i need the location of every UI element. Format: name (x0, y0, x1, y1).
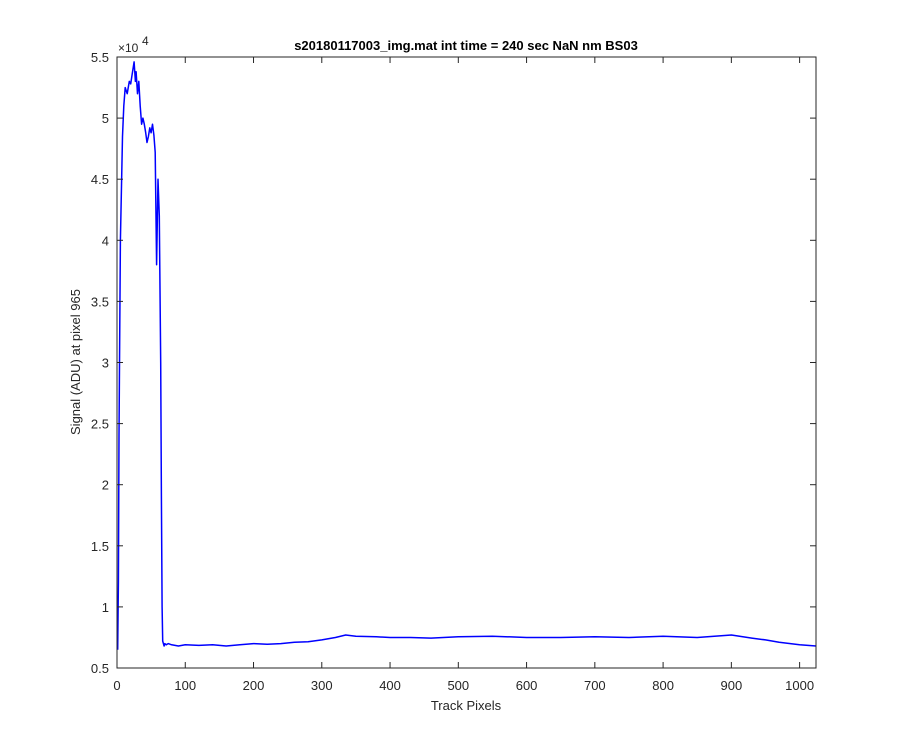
x-tick-label: 700 (584, 678, 606, 693)
y-tick-label: 1 (102, 600, 109, 615)
y-tick-label: 2.5 (91, 417, 109, 432)
x-tick-label: 600 (516, 678, 538, 693)
x-tick-label: 100 (174, 678, 196, 693)
y-tick-label: 4.5 (91, 172, 109, 187)
ticks-layer: 0 100 200 300 400 500 600 700 800 900 1000 0.5 1 1.5 2… (91, 50, 816, 693)
x-tick-label: 300 (311, 678, 333, 693)
y-tick-label: 2 (102, 478, 109, 493)
y-tick-label: 3.5 (91, 294, 109, 309)
y-tick-label: 0.5 (91, 661, 109, 676)
x-axis-label: Track Pixels (431, 698, 502, 713)
x-tick-label: 400 (379, 678, 401, 693)
plot-area (117, 57, 816, 668)
x-tick-label: 800 (652, 678, 674, 693)
y-exponent-multiplier: ×10 (118, 41, 139, 55)
x-tick-label: 200 (243, 678, 265, 693)
chart-title: s20180117003_img.mat int time = 240 sec … (294, 38, 638, 53)
series-layer (116, 61, 817, 650)
y-tick-label: 3 (102, 356, 109, 371)
y-tick-label: 5.5 (91, 50, 109, 65)
y-tick-label: 4 (102, 233, 109, 248)
x-tick-label: 500 (447, 678, 469, 693)
x-tick-label: 0 (113, 678, 120, 693)
y-axis-label: Signal (ADU) at pixel 965 (68, 289, 83, 435)
y-tick-label: 1.5 (91, 539, 109, 554)
series-line (116, 61, 817, 650)
y-exponent-power: 4 (142, 34, 149, 48)
x-tick-label: 900 (721, 678, 743, 693)
y-tick-label: 5 (102, 111, 109, 126)
x-tick-label: 1000 (785, 678, 814, 693)
plot-frame (116, 56, 817, 669)
